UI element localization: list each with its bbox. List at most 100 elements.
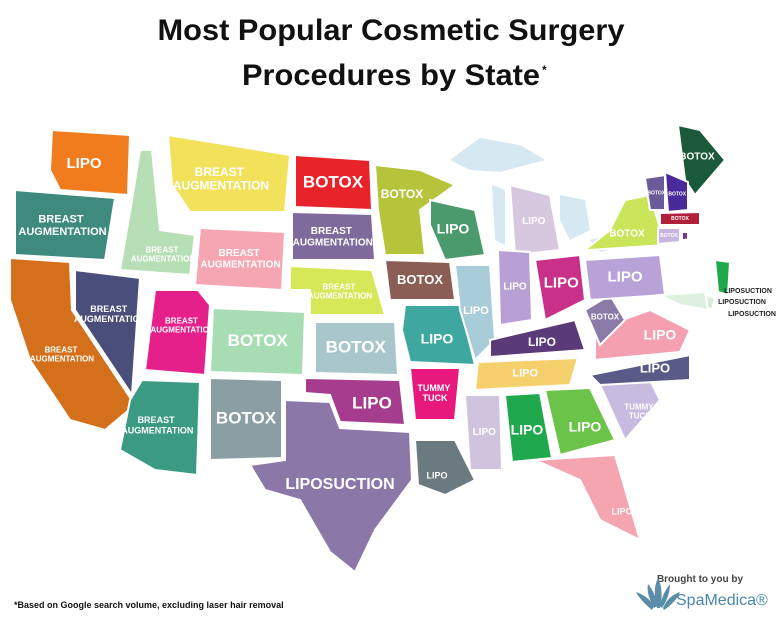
state — [143, 289, 212, 377]
state-label: TUMMY TUCK — [417, 383, 452, 403]
state-label: LIPO — [640, 360, 670, 375]
state — [453, 264, 497, 362]
state-label: BOTOX — [326, 337, 387, 356]
state-label: LIPO — [512, 368, 538, 380]
state — [193, 226, 287, 292]
state — [118, 378, 202, 477]
state — [473, 356, 580, 392]
state-label: BREAST AUGMENTATION — [293, 225, 373, 248]
state-label: LIPOSUCTION — [718, 299, 766, 306]
state — [9, 256, 137, 432]
state — [48, 128, 132, 197]
state — [587, 353, 691, 387]
state-label: LIPO — [528, 335, 556, 349]
state-label: TUMMY TUCK — [624, 403, 655, 421]
lake — [450, 138, 545, 172]
state-label: BOTOX — [228, 331, 289, 350]
state — [508, 183, 562, 257]
state-label: BOTOX — [679, 152, 715, 163]
state-label: BOTOX — [668, 191, 686, 197]
state — [14, 188, 117, 262]
state — [643, 173, 666, 211]
logo-icon — [636, 578, 680, 610]
state-label: BOTOX — [591, 313, 620, 322]
state — [373, 163, 458, 256]
lake — [492, 185, 505, 245]
state-label: LIPO — [644, 327, 677, 343]
state — [289, 264, 387, 316]
state-label: BOTOX — [381, 187, 423, 201]
state — [291, 210, 377, 261]
state — [543, 386, 617, 457]
state-label: LIPOSUCTION — [285, 476, 394, 493]
state — [304, 376, 407, 427]
state — [657, 227, 681, 246]
state — [429, 198, 487, 262]
state-label: LIPO — [426, 470, 447, 480]
state-label: BREAST AUGMENTATION — [131, 246, 195, 264]
state-label: BOTOX — [303, 172, 364, 191]
state-label: LIPOSUCTION — [728, 311, 776, 318]
state — [166, 133, 292, 213]
state-label: LIPO — [421, 331, 454, 347]
state — [676, 123, 727, 197]
state-label: BREAST AUGMENTATION — [74, 304, 146, 324]
title-line: Procedures by State — [242, 59, 540, 92]
state-label: LIPO — [463, 305, 489, 317]
state-label: BOTOX — [660, 233, 678, 239]
credit-brand: SpaMedica® — [676, 592, 768, 609]
state — [400, 304, 477, 367]
state-label: LIPO — [503, 281, 527, 292]
state — [534, 453, 642, 542]
state-label: BREAST AUGMENTATION — [308, 283, 372, 301]
state — [663, 170, 689, 214]
state-label: LIPO — [473, 427, 497, 438]
state-label: BOTOX — [685, 238, 703, 244]
lake — [560, 195, 590, 240]
state-label: BREAST AUGMENTATION — [121, 415, 193, 435]
state-label: LIPO — [611, 506, 632, 516]
state — [248, 398, 414, 574]
state-label: BOTOX — [647, 191, 665, 197]
state-label: BREAST AUGMENTATION — [200, 248, 280, 271]
state-label: BOTOX — [216, 408, 277, 427]
state-label: BOTOX — [671, 216, 689, 222]
credit-intro: Brought to you by — [657, 574, 744, 585]
state-label: LIPO — [522, 216, 546, 227]
state-label: LIPO — [569, 419, 602, 435]
state-label: BREAST AUGMENTATION — [30, 346, 94, 364]
state-label: BREAST AUGMENTATION — [18, 213, 106, 238]
title-mark: * — [542, 63, 547, 77]
state — [209, 376, 283, 462]
state-label: BOTOX — [397, 272, 443, 287]
state — [408, 367, 462, 421]
state-label: LIPOSUCTION — [724, 288, 772, 295]
state — [681, 231, 689, 241]
state-label: BREAST AUGMENTATION — [151, 317, 215, 335]
state — [659, 210, 701, 226]
state — [208, 306, 307, 377]
state-label: LIPO — [437, 221, 470, 237]
state-label: BREAST AUGMENTATION — [173, 165, 269, 193]
state — [489, 318, 587, 359]
states: LIPO BREAST AUGMENTATION BREAST AUGMENTATI… — [9, 123, 776, 574]
state-label: BOTOX — [609, 229, 645, 240]
footnote: *Based on Google search volume, excludin… — [14, 600, 284, 610]
state — [656, 290, 710, 312]
state — [496, 248, 534, 327]
state — [533, 253, 587, 322]
state-label: LIPO — [544, 275, 579, 292]
state — [294, 153, 374, 212]
title-line: Most Popular Cosmetic Surgery — [158, 14, 625, 47]
state — [413, 439, 477, 497]
state-label: LIPO — [511, 422, 544, 438]
state-label: LIPO — [66, 155, 101, 172]
state — [383, 258, 457, 301]
state — [118, 149, 197, 277]
state-label: LIPO — [352, 393, 392, 412]
state-label: LIPO — [607, 268, 642, 285]
state — [713, 258, 732, 297]
state — [463, 394, 504, 471]
state — [314, 321, 400, 377]
